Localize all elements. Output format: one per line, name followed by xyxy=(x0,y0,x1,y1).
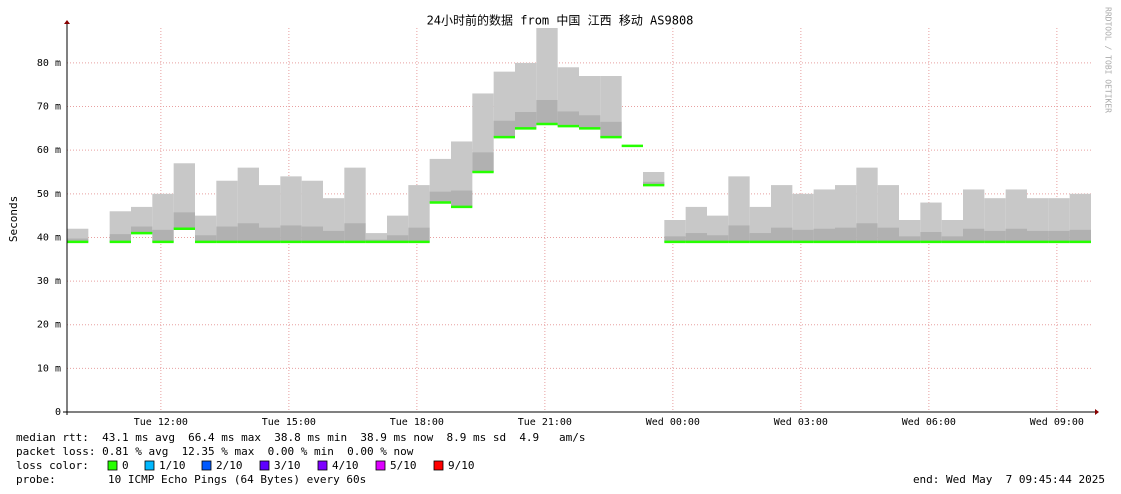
stats-line: median rtt: 43.1 ms avg 66.4 ms max 38.8… xyxy=(16,431,586,444)
loss-legend-swatch xyxy=(144,460,155,471)
smoke-core xyxy=(344,223,366,242)
smoke-core xyxy=(301,226,323,242)
loss-legend-swatch xyxy=(375,460,386,471)
smoke-core xyxy=(429,191,451,203)
smoke-bar xyxy=(877,185,899,242)
smoke-core xyxy=(771,227,793,242)
smoke-bar xyxy=(109,211,131,242)
smoke-core xyxy=(1027,230,1049,242)
x-tick-label: Wed 09:00 xyxy=(1030,417,1084,428)
smoke-core xyxy=(387,235,409,242)
loss-legend-text: 4/10 xyxy=(332,459,359,472)
x-tick-label: Wed 03:00 xyxy=(774,417,828,428)
smoke-core xyxy=(131,226,153,234)
y-axis-label: Seconds xyxy=(7,196,20,242)
smoke-core xyxy=(835,227,857,242)
smoke-bar xyxy=(771,185,793,242)
smoke-bar xyxy=(365,233,387,242)
smoke-core xyxy=(408,227,430,242)
smoke-core xyxy=(259,227,281,242)
end-time: end: Wed May 7 09:45:44 2025 xyxy=(913,473,1105,486)
loss-legend-swatch xyxy=(259,460,270,471)
probe-label: probe: xyxy=(16,473,56,486)
y-tick-label: 60 m xyxy=(37,145,61,156)
x-tick-label: Tue 18:00 xyxy=(390,417,444,428)
loss-legend-swatch xyxy=(317,460,328,471)
smoke-core xyxy=(216,226,238,242)
smoke-core xyxy=(877,227,899,242)
loss-legend-text: 3/10 xyxy=(274,459,301,472)
smoke-core xyxy=(963,228,985,242)
smoke-core xyxy=(899,236,921,242)
x-axis-arrow xyxy=(1095,409,1099,415)
smoke-bar xyxy=(835,185,857,242)
smoke-core xyxy=(515,112,537,129)
smoke-core xyxy=(749,233,771,242)
smoke-core xyxy=(1048,230,1070,242)
y-tick-label: 10 m xyxy=(37,363,61,374)
stats-line: packet loss: 0.81 % avg 12.35 % max 0.00… xyxy=(16,445,414,458)
smoke-core xyxy=(1069,229,1091,242)
smoke-core xyxy=(557,111,579,127)
loss-legend-text: 0 xyxy=(122,459,129,472)
smoke-core xyxy=(600,121,622,138)
chart-title: 24小时前的数据 from 中国 江西 移动 AS9808 xyxy=(427,13,694,28)
smoke-bar xyxy=(259,185,281,242)
smoke-core xyxy=(280,225,302,242)
smoke-core xyxy=(195,235,217,242)
y-tick-label: 0 xyxy=(55,407,61,418)
y-tick-label: 40 m xyxy=(37,232,61,243)
loss-legend-text: 9/10 xyxy=(448,459,475,472)
y-tick-label: 80 m xyxy=(37,58,61,69)
smoke-core xyxy=(728,225,750,242)
smoke-core xyxy=(643,181,665,186)
smoke-bar xyxy=(813,189,835,242)
y-tick-label: 30 m xyxy=(37,276,61,287)
y-axis-arrow xyxy=(64,20,70,24)
watermark: RRDTOOL / TOBI OETIKER xyxy=(1104,7,1113,113)
x-tick-label: Wed 06:00 xyxy=(902,417,956,428)
smoke-core xyxy=(1005,228,1027,242)
loss-legend-label: loss color: xyxy=(16,459,89,472)
smoke-core xyxy=(323,230,345,242)
y-tick-label: 70 m xyxy=(37,102,61,113)
loss-legend-text: 1/10 xyxy=(159,459,186,472)
smoke-core xyxy=(685,233,707,242)
smoke-core xyxy=(579,115,601,129)
smoke-bar xyxy=(963,189,985,242)
smoke-core xyxy=(856,223,878,242)
x-tick-label: Wed 00:00 xyxy=(646,417,700,428)
loss-legend-swatch xyxy=(201,460,212,471)
loss-legend-text: 5/10 xyxy=(390,459,417,472)
smoke-bar xyxy=(1005,189,1027,242)
smoke-core xyxy=(472,152,494,172)
probe-value: 10 ICMP Echo Pings (64 Bytes) every 60s xyxy=(108,473,366,486)
smoke-bar xyxy=(579,76,601,129)
smoke-core xyxy=(984,230,1006,242)
smoke-core xyxy=(536,100,558,124)
loss-legend-text: 2/10 xyxy=(216,459,243,472)
smoke-core xyxy=(109,234,131,242)
smoke-core xyxy=(173,212,195,229)
smoke-core xyxy=(707,235,729,242)
y-tick-label: 50 m xyxy=(37,189,61,200)
smoke-core xyxy=(152,229,174,242)
smoke-core xyxy=(451,190,473,207)
smoke-core xyxy=(792,229,814,242)
loss-legend-swatch xyxy=(433,460,444,471)
smoke-core xyxy=(941,236,963,242)
smoke-core xyxy=(493,120,515,138)
loss-legend-swatch xyxy=(107,460,118,471)
smoke-core xyxy=(813,228,835,242)
smoke-core xyxy=(664,236,686,242)
smoke-bar xyxy=(408,185,430,242)
smoke-core xyxy=(920,232,942,242)
x-tick-label: Tue 15:00 xyxy=(262,417,316,428)
smoke-core xyxy=(67,238,89,242)
y-tick-label: 20 m xyxy=(37,320,61,331)
x-tick-label: Tue 12:00 xyxy=(134,417,188,428)
x-tick-label: Tue 21:00 xyxy=(518,417,572,428)
smoke-core xyxy=(237,223,259,242)
